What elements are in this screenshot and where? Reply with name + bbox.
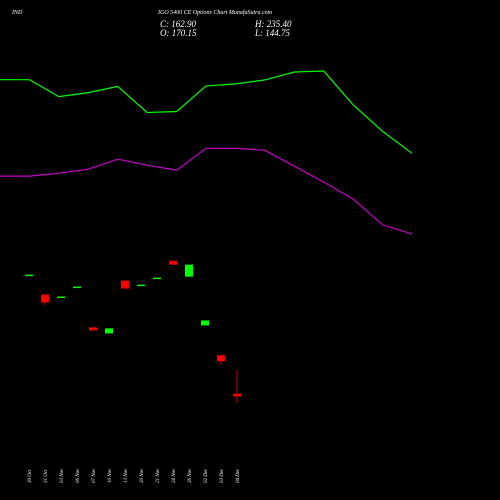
low-info: L: 144.75 <box>254 28 291 38</box>
x-tick-label: 02 Dec <box>204 468 209 483</box>
candle-body <box>121 280 129 289</box>
x-tick-label: 03 Dec <box>220 468 225 483</box>
x-tick-label: 24 Nov <box>172 468 177 483</box>
average-line <box>0 147 413 235</box>
candle-body <box>153 277 161 280</box>
x-tick-label: 31 Oct <box>44 469 49 483</box>
x-tick-label: 30 Oct <box>28 469 33 483</box>
candle-body <box>25 274 33 277</box>
x-tick-label: 21 Nov <box>156 468 161 483</box>
x-tick-label: 03 Nov <box>60 468 65 483</box>
candle-body <box>137 284 145 287</box>
candle-body <box>233 393 241 397</box>
title-left: IND <box>11 10 23 16</box>
title-right: IGO 5400 CE Options Chart MunafaSutra.co… <box>157 9 273 16</box>
candle-body <box>73 286 81 289</box>
candle-body <box>41 294 49 303</box>
x-tick-label: 13 Nov <box>124 468 129 483</box>
close-info: C: 162.90 <box>160 19 197 29</box>
high-info: H: 235.40 <box>254 19 292 29</box>
x-tick-label: 26 Nov <box>188 468 193 483</box>
candle-body <box>185 264 193 277</box>
candle-body <box>169 260 177 265</box>
x-tick-label: 06 Nov <box>76 468 81 483</box>
candle-body <box>217 355 225 362</box>
x-tick-label: 04 Dec <box>236 468 241 483</box>
x-tick-label: 20 Nov <box>140 468 145 483</box>
x-tick-label: 07 Nov <box>92 468 97 483</box>
candle-body <box>57 296 65 299</box>
average-line <box>0 70 413 154</box>
open-info: O: 170.15 <box>160 28 197 38</box>
candle-body <box>105 328 113 334</box>
candle-body <box>201 320 209 326</box>
x-tick-label: 10 Nov <box>108 468 113 483</box>
candle-body <box>89 327 97 331</box>
